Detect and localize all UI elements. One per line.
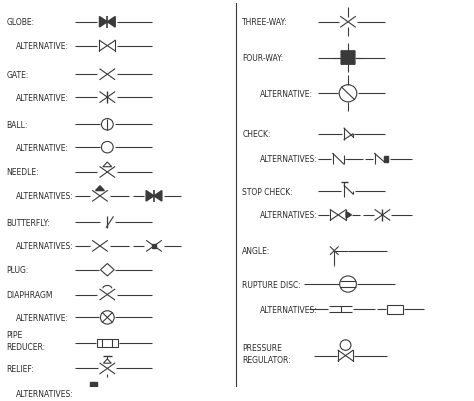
Polygon shape [107,18,115,28]
Text: STOP CHECK:: STOP CHECK: [242,187,293,196]
Polygon shape [96,186,104,191]
Text: BUTTERFLY:: BUTTERFLY: [7,218,50,227]
Text: ALTERNATIVE:: ALTERNATIVE: [260,89,312,99]
Text: ALTERNATIVE:: ALTERNATIVE: [16,42,68,51]
Polygon shape [341,52,355,59]
Text: CHECK:: CHECK: [242,130,271,139]
Text: FOUR-WAY:: FOUR-WAY: [242,54,283,63]
Text: ALTERNATIVES:: ALTERNATIVES: [260,305,318,314]
Polygon shape [146,191,154,202]
Bar [97,339,118,346]
Text: BALL:: BALL: [7,120,28,130]
Bar [384,156,388,162]
Text: ALTERNATIVE:: ALTERNATIVE: [16,313,68,322]
Polygon shape [348,52,355,65]
Text: THREE-WAY:: THREE-WAY: [242,18,288,27]
Polygon shape [341,59,355,65]
Bar [90,382,97,389]
Text: ALTERNATIVE:: ALTERNATIVE: [16,93,68,102]
Text: DIAPHRAGM: DIAPHRAGM [7,290,53,299]
Text: NEEDLE:: NEEDLE: [7,168,39,177]
Text: GLOBE:: GLOBE: [7,18,35,27]
Polygon shape [143,389,151,399]
Text: PLUG:: PLUG: [7,265,29,275]
Text: ALTERNATIVES:: ALTERNATIVES: [16,192,73,201]
Polygon shape [135,389,143,399]
Polygon shape [100,18,107,28]
Text: ALTERNATIVES:: ALTERNATIVES: [16,389,73,398]
Text: RELIEF:: RELIEF: [7,364,34,373]
Bar [152,244,156,248]
Text: ALTERNATIVES:: ALTERNATIVES: [260,211,318,220]
Text: GATE:: GATE: [7,71,29,79]
Text: ALTERNATIVE:: ALTERNATIVE: [16,143,68,152]
Bar [387,305,402,314]
Text: ALTERNATIVES:: ALTERNATIVES: [16,242,73,251]
Text: PIPE
REDUCER:: PIPE REDUCER: [7,330,46,351]
Text: ALTERNATIVES:: ALTERNATIVES: [260,155,318,164]
Text: PRESSURE
REGULATOR:: PRESSURE REGULATOR: [242,343,291,364]
Polygon shape [154,191,162,202]
Polygon shape [346,212,351,219]
Text: ANGLE:: ANGLE: [242,247,271,255]
Text: RUPTURE DISC:: RUPTURE DISC: [242,280,301,289]
Polygon shape [341,52,348,65]
